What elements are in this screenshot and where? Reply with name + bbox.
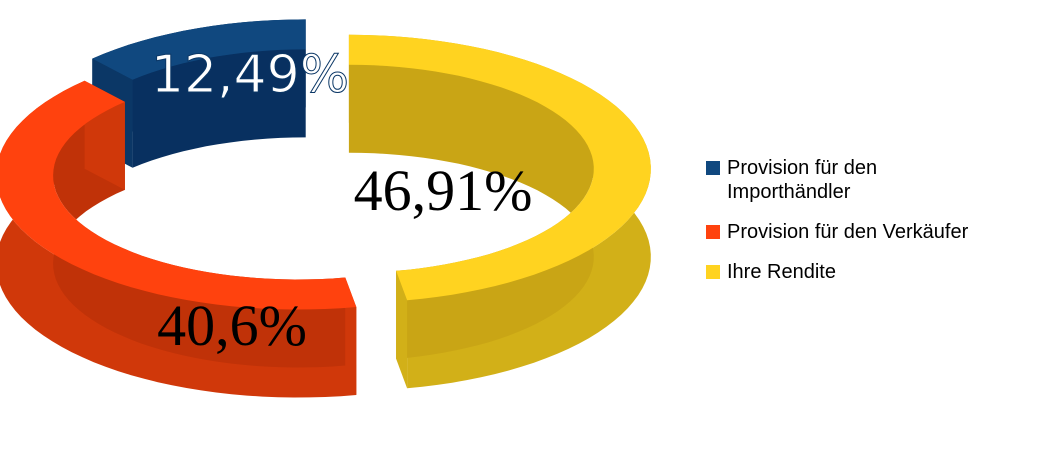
legend-swatch xyxy=(706,161,720,175)
slice-top xyxy=(92,19,306,80)
legend-swatch xyxy=(706,265,720,279)
legend-swatch xyxy=(706,225,720,239)
data-label-0: 12,49% xyxy=(151,45,349,105)
legend-item-2: Ihre Rendite xyxy=(706,261,836,283)
legend-label: Provision für den Verkäufer xyxy=(727,221,969,243)
slice-1 xyxy=(0,80,357,398)
legend-item-1: Provision für den Verkäufer xyxy=(706,221,969,243)
slice-2 xyxy=(348,34,651,389)
donut-layer xyxy=(0,19,651,398)
legend-label: Ihre Rendite xyxy=(727,261,836,283)
slice-top xyxy=(0,80,357,310)
legend-label: Importhändler xyxy=(727,181,851,203)
data-label-2: 46,91% xyxy=(354,158,533,223)
slice-end-cap xyxy=(396,270,408,389)
data-label-layer: 12,49% 40,6% 46,91% xyxy=(150,45,533,359)
legend-label: Provision für den xyxy=(727,157,877,179)
data-label-1: 40,6% xyxy=(157,293,307,358)
slice-inner-wall xyxy=(132,49,306,168)
slice-top xyxy=(348,34,651,301)
legend: Provision für denImporthändlerProvision … xyxy=(706,157,969,283)
